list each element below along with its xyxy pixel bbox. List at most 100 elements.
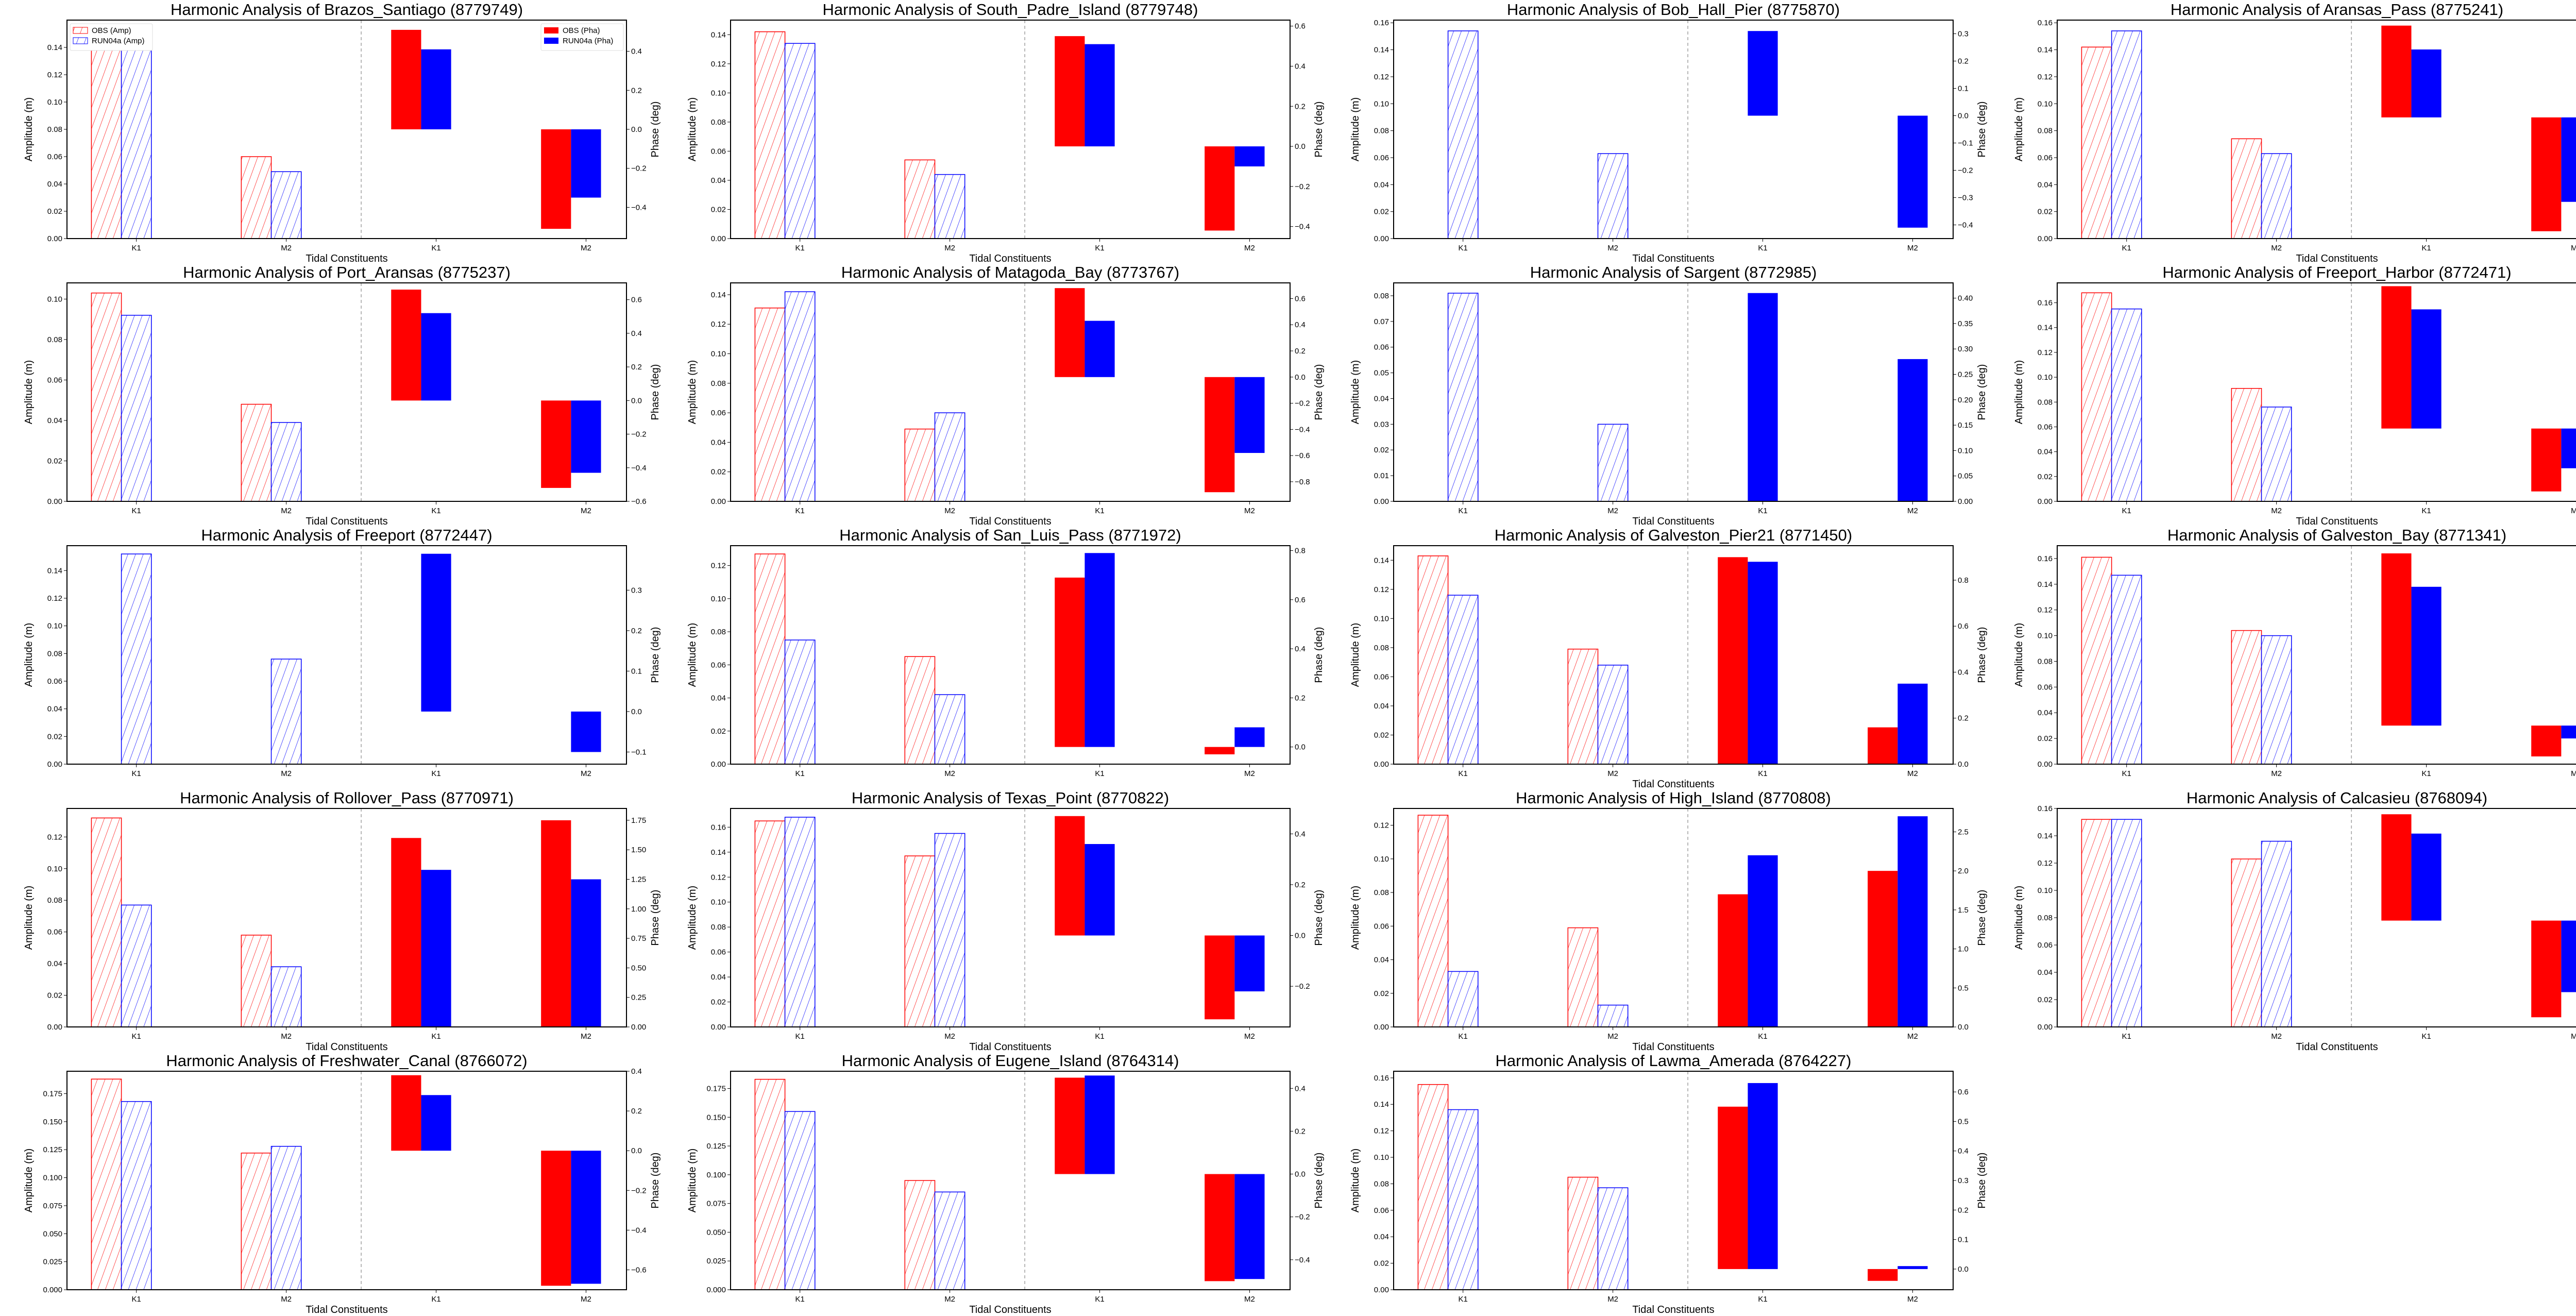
x-tick-label: M2 [2271,244,2282,252]
obs-amp-bar [91,818,121,1027]
y-tick-label: 0.02 [2037,734,2052,743]
run-pha-bar [571,400,601,473]
subplot-svg: Harmonic Analysis of San_Luis_Pass (8771… [664,526,1327,788]
run-amp-bar [785,43,815,239]
x-tick-label: M2 [281,769,292,778]
obs-pha-bar [1868,871,1897,1027]
subplot-svg: Harmonic Analysis of Matagoda_Bay (87737… [664,263,1327,526]
x-tick-label: K1 [795,1295,804,1304]
x-axis-label: Tidal Constituents [969,1041,1051,1051]
y2-tick-label: 0.15 [1958,421,1973,430]
subplot-svg: Harmonic Analysis of Eugene_Island (8764… [664,1051,1327,1314]
x-tick-label: K1 [2421,507,2431,515]
y-axis-label: Amplitude (m) [23,1149,35,1212]
y-tick-label: 0.04 [1374,394,1389,403]
y-tick-label: 0.075 [43,1202,62,1210]
y-tick-label: 0.150 [706,1113,726,1122]
x-tick-label: K1 [132,507,141,515]
subplot-panel: Harmonic Analysis of Sargent (8772985)0.… [1327,263,1990,526]
subplot-title: Harmonic Analysis of High_Island (877080… [1516,789,1831,807]
y-tick-label: 0.06 [47,677,62,686]
y-tick-label: 0.12 [2037,859,2052,868]
obs-pha-bar [2381,286,2411,428]
y-tick-label: 0.04 [47,416,62,425]
y-tick-label: 0.10 [2037,373,2052,382]
run-pha-bar [1084,321,1114,377]
run-amp-bar [2261,407,2291,501]
subplot-svg: Harmonic Analysis of Freeport (8772447)0… [0,526,663,788]
y-tick-label: 0.14 [47,43,62,52]
y-tick-label: 0.06 [2037,941,2052,950]
run-pha-bar [421,870,451,1027]
y-tick-label: 0.10 [47,295,62,303]
y-tick-label: 0.04 [1374,956,1389,965]
y-tick-label: 0.06 [1374,1206,1389,1215]
x-tick-label: M2 [1907,507,1918,515]
y-tick-label: 0.08 [47,125,62,134]
y-tick-label: 0.06 [2037,683,2052,691]
obs-pha-bar [2531,117,2561,231]
obs-pha-bar [541,400,571,488]
run-amp-bar [122,315,151,501]
x-tick-label: K1 [1095,769,1104,778]
x-axis-label: Tidal Constituents [2296,1041,2378,1051]
y2-tick-label: 0.5 [1958,984,1969,992]
x-tick-label: M2 [944,1295,955,1304]
y-tick-label: 0.12 [2037,73,2052,81]
y-axis-label: Amplitude (m) [687,360,698,424]
x-tick-label: K1 [1758,507,1767,515]
subplot-title: Harmonic Analysis of Freshwater_Canal (8… [166,1052,527,1070]
run-amp-bar [935,175,964,239]
subplot-panel: Harmonic Analysis of Texas_Point (877082… [664,788,1327,1051]
y-tick-label: 0.08 [710,628,725,636]
run-pha-bar [421,554,451,712]
x-tick-label: K1 [2122,507,2131,515]
y2-tick-label: 0.0 [631,125,642,134]
x-tick-label: M2 [1607,1295,1618,1304]
x-axis-label: Tidal Constituents [1632,516,1714,526]
y-tick-label: 0.08 [1374,127,1389,136]
y2-axis-label: Phase (deg) [1976,890,1988,946]
y2-tick-label: 0.2 [631,1107,642,1116]
x-tick-label: M2 [1244,769,1255,778]
y-tick-label: 0.08 [710,923,725,932]
x-tick-label: M2 [581,507,591,515]
obs-pha-bar [1718,557,1748,764]
y-tick-label: 0.16 [2037,19,2052,27]
y-tick-label: 0.10 [2037,886,2052,895]
y2-tick-label: 0.0 [1295,743,1306,752]
run-amp-bar [2261,636,2291,764]
y2-tick-label: 0.0 [1958,760,1969,769]
x-tick-label: M2 [944,1032,955,1041]
y2-tick-label: 0.6 [1958,1088,1969,1096]
subplot-svg: Harmonic Analysis of Lawma_Amerada (8764… [1327,1051,1990,1314]
x-tick-label: K1 [2122,244,2131,252]
y2-tick-label: 1.0 [1958,945,1969,954]
y-axis-label: Amplitude (m) [1350,97,1361,161]
y2-tick-label: 0.25 [631,993,646,1002]
obs-amp-bar [91,1079,121,1290]
obs-pha-bar [1205,747,1234,754]
x-tick-label: M2 [581,1295,591,1304]
y-tick-label: 0.16 [1374,19,1389,27]
x-tick-label: M2 [1244,1295,1255,1304]
subplot-panel: Harmonic Analysis of Freshwater_Canal (8… [0,1051,663,1314]
y2-tick-label: 0.4 [1295,320,1306,329]
y-tick-label: 0.025 [706,1257,726,1266]
run-pha-bar [1084,844,1114,935]
run-amp-bar [2111,309,2141,501]
y-axis-label: Amplitude (m) [1350,886,1361,950]
y2-tick-label: 0.00 [631,1023,646,1032]
y-tick-label: 0.08 [710,379,725,388]
y-tick-label: 0.02 [1374,446,1389,454]
y2-tick-label: 0.6 [1295,294,1306,303]
y2-tick-label: 2.0 [1958,867,1969,875]
y2-tick-label: 0.6 [1295,22,1306,31]
y-tick-label: 0.04 [2037,708,2052,717]
run-amp-bar [1448,31,1478,239]
y-tick-label: 0.10 [1374,614,1389,623]
y-tick-label: 0.08 [47,896,62,905]
obs-amp-bar [755,1079,785,1290]
y-tick-label: 0.025 [43,1258,62,1267]
y2-axis-label: Phase (deg) [1313,364,1325,420]
